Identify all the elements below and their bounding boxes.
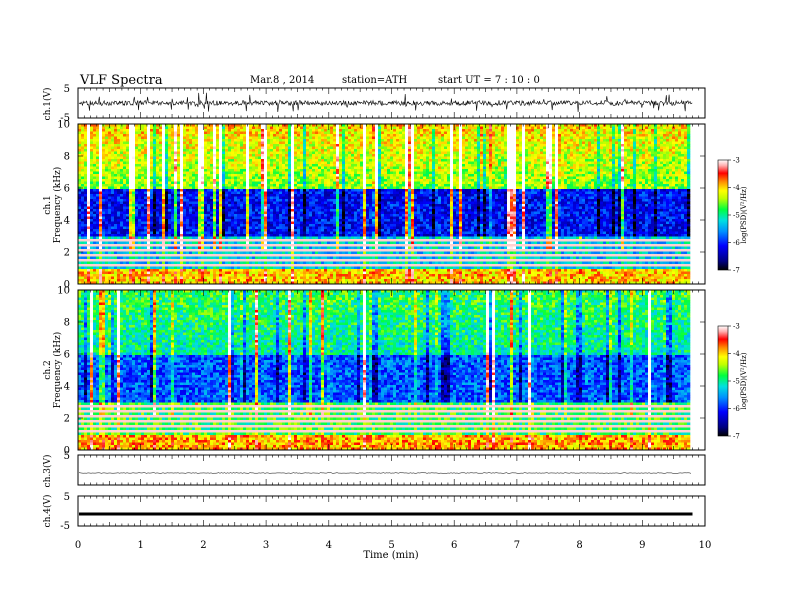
colorbar-tick-label: -7 — [733, 267, 740, 275]
ch4-ylabel: ch.4(V) — [42, 495, 53, 528]
frequency-tick-label: 8 — [64, 152, 70, 163]
frequency-tick-label: 8 — [64, 318, 70, 329]
ch4-waveform-panel: ch.4(V) 5 -5 — [42, 492, 706, 532]
colorbar-tick-label: -6 — [733, 405, 740, 413]
time-axis: 0 1 2 3 4 5 6 7 8 9 10 — [75, 88, 712, 551]
ch2-spec-ylabel-frequency: Frequency (kHz) — [52, 332, 63, 409]
time-tick-label: 4 — [326, 540, 332, 551]
ch1-ylabel: ch.1(V) — [42, 88, 53, 121]
colorbar-tick-label: -3 — [733, 157, 740, 165]
time-tick-label: 3 — [263, 540, 269, 551]
time-tick-label: 6 — [451, 540, 457, 551]
ch2-colorbar-label: log(PSD)(V²/Hz) — [740, 352, 748, 409]
ch1-spectrogram-panel: ch.1 Frequency (kHz) 0 2 4 6 8 10 — [43, 120, 706, 291]
colorbar-tick-label: -3 — [733, 323, 740, 331]
frequency-tick-label: 0 — [64, 446, 70, 457]
colorbar-tick-label: -6 — [733, 239, 740, 247]
ch1-spec-ylabel-channel: ch.1 — [43, 195, 53, 214]
frequency-tick-label: 4 — [64, 382, 70, 393]
time-tick-label: 1 — [138, 540, 144, 551]
frequency-tick-label: 0 — [64, 280, 70, 291]
colorbar-tick-label: -4 — [733, 184, 740, 192]
frequency-tick-label: 2 — [64, 414, 70, 425]
ch1-ytick-top: 5 — [64, 84, 70, 95]
ch1-colorbar-label: log(PSD)(V²/Hz) — [740, 186, 748, 243]
time-tick-label: 2 — [200, 540, 206, 551]
frequency-tick-label: 4 — [64, 216, 70, 227]
colorbar-tick-label: -7 — [733, 433, 740, 441]
start-time-label: start UT = 7 : 10 : 0 — [438, 75, 540, 86]
ch1-waveform-trace — [78, 92, 693, 113]
ch2-spec-ylabel-channel: ch.2 — [43, 360, 53, 379]
ch1-spectrogram-image — [78, 124, 705, 285]
ch1-colorbar: -3 -4 -5 -6 -7 log(PSD)(V²/Hz) — [717, 157, 748, 275]
ch4-ytick-top: 5 — [64, 492, 70, 503]
colorbar-tick-label: -5 — [733, 212, 740, 220]
time-tick-label: 10 — [699, 540, 712, 551]
ch3-ylabel: ch.3(V) — [42, 455, 53, 488]
station-label: station=ATH — [342, 75, 408, 86]
time-tick-label: 7 — [514, 540, 520, 551]
time-tick-label: 9 — [639, 540, 645, 551]
frequency-tick-label: 10 — [57, 120, 70, 131]
colorbar-tick-label: -4 — [733, 350, 740, 358]
ch2-colorbar: -3 -4 -5 -6 -7 log(PSD)(V²/Hz) — [717, 323, 748, 441]
ch4-ytick-bottom: -5 — [60, 521, 70, 532]
ch1-spec-ylabel-frequency: Frequency (kHz) — [52, 167, 63, 244]
figure-title: VLF Spectra — [79, 73, 163, 88]
frequency-tick-label: 6 — [64, 184, 70, 195]
colorbar-tick-label: -5 — [733, 378, 740, 386]
ch1-ytick-bottom: -5 — [60, 113, 70, 124]
date-label: Mar.8 , 2014 — [250, 75, 314, 86]
ch3-waveform-panel: ch.3(V) 5 — [42, 451, 706, 488]
time-tick-label: 8 — [576, 540, 582, 551]
ch3-waveform-trace — [78, 472, 692, 474]
frequency-tick-label: 2 — [64, 248, 70, 259]
ch2-spectrogram-image — [78, 290, 705, 451]
time-axis-label: Time (min) — [363, 550, 418, 561]
ch1-waveform-panel: ch.1(V) 5 -5 — [42, 84, 706, 124]
frequency-tick-label: 10 — [57, 286, 70, 297]
ch2-spectrogram-panel: ch.2 Frequency (kHz) 0 2 4 6 8 10 — [43, 286, 706, 457]
time-tick-label: 5 — [388, 540, 394, 551]
ch3-ytick-top: 5 — [64, 451, 70, 462]
frequency-tick-label: 6 — [64, 350, 70, 361]
time-tick-label: 0 — [75, 540, 81, 551]
